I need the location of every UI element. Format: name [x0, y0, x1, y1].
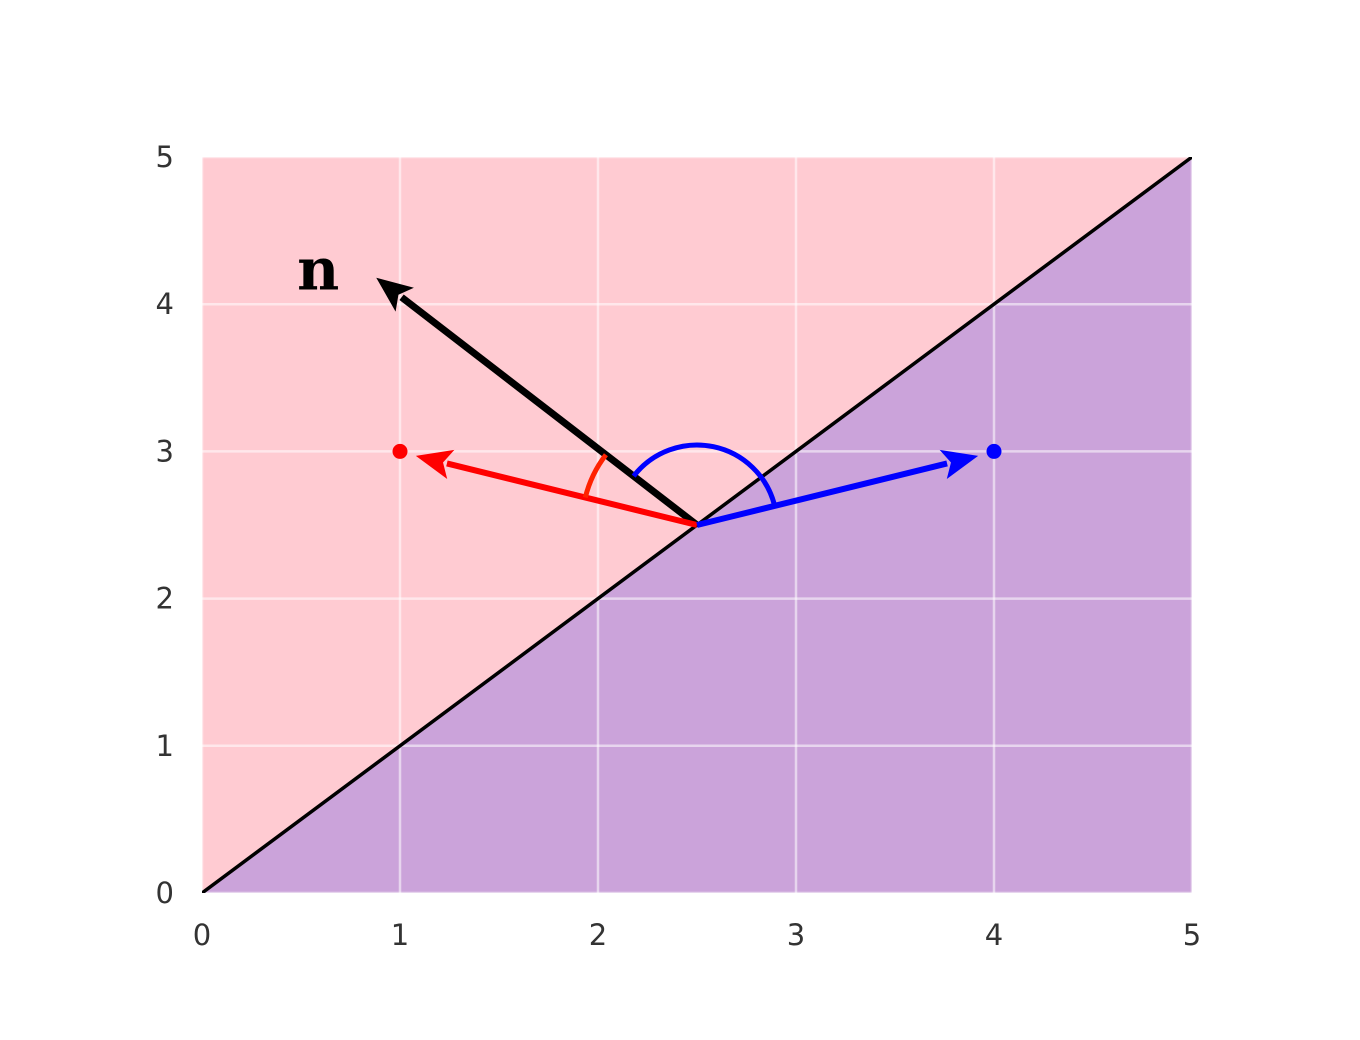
normal-vector-n [399, 294, 700, 528]
vector-label-n: n [297, 236, 339, 304]
x-tick-label: 5 [1183, 918, 1201, 952]
angle-arcs-layer [582, 442, 778, 507]
red-vector [446, 460, 698, 528]
blue-point [986, 443, 1002, 459]
points-layer [392, 443, 1002, 459]
y-tick-label: 3 [156, 434, 174, 468]
vector-labels: n [297, 236, 339, 304]
red-point [392, 443, 408, 459]
y-tick-label: 0 [156, 876, 174, 910]
x-tick-label: 0 [193, 918, 211, 952]
blue-vector [696, 460, 948, 528]
angle-arc-blue [631, 442, 778, 507]
normal-vector-n-head [376, 277, 414, 312]
vectors-layer [376, 277, 979, 528]
tick-labels: 0 1 2 3 4 5 0 1 2 3 4 5 [156, 140, 1202, 952]
y-tick-label: 2 [156, 582, 174, 616]
x-tick-label: 2 [589, 918, 607, 952]
angle-arc-red [582, 453, 608, 499]
y-tick-label: 5 [156, 140, 174, 174]
x-tick-label: 4 [985, 918, 1003, 952]
x-tick-label: 3 [787, 918, 805, 952]
blue-vector-head [939, 449, 979, 479]
x-tick-label: 1 [391, 918, 409, 952]
grid-layer [202, 157, 1192, 893]
y-tick-label: 1 [156, 729, 174, 763]
y-tick-label: 4 [156, 287, 174, 321]
red-vector-head [415, 449, 455, 479]
